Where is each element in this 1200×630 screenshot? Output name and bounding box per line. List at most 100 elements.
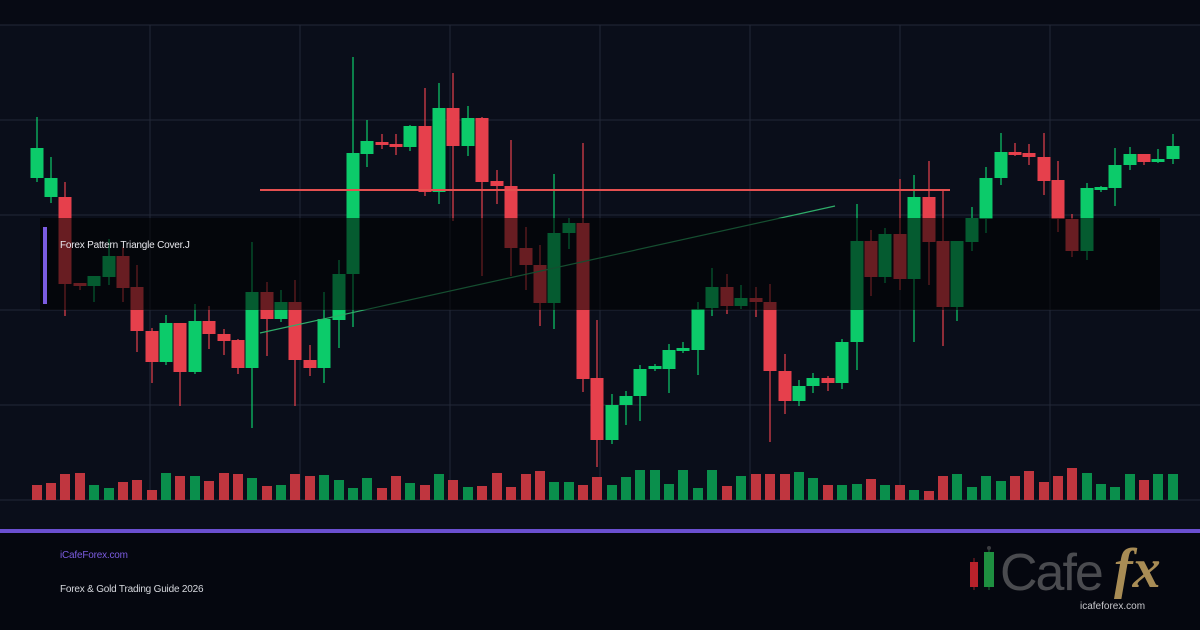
- bull-candle: [662, 350, 676, 369]
- volume-bar: [909, 490, 919, 500]
- volume-bar: [233, 474, 243, 500]
- overlay-band-rect: [40, 218, 1160, 310]
- volume-bar: [190, 476, 200, 500]
- volume-bar: [1168, 474, 1178, 500]
- volume-bar: [118, 482, 128, 500]
- volume-bar: [247, 478, 257, 500]
- footer: [0, 533, 1200, 630]
- volume-bar: [938, 476, 948, 500]
- volume-bar: [780, 474, 790, 500]
- volume-bar: [678, 470, 688, 500]
- bear-candle: [375, 142, 389, 145]
- volume-bar: [650, 470, 660, 500]
- volume-bar: [362, 478, 372, 500]
- bull-candle: [835, 342, 849, 383]
- brand-logo[interactable]: Cafe fx icafeforex.com: [966, 539, 1176, 618]
- footer-divider: [0, 529, 1200, 533]
- bear-candle: [821, 378, 835, 383]
- bull-candle: [648, 366, 662, 369]
- candlestick-chart: [0, 24, 1200, 501]
- bull-candle: [1108, 165, 1122, 188]
- volume-bar: [1024, 471, 1034, 500]
- volume-bar: [736, 476, 746, 500]
- bull-candle: [461, 118, 475, 146]
- volume-bar: [880, 485, 890, 500]
- volume-bar: [722, 486, 732, 500]
- bull-candle: [245, 292, 259, 368]
- volume-bar: [1110, 487, 1120, 500]
- volume-bar: [664, 484, 674, 500]
- volume-bar: [707, 470, 717, 500]
- volume-bar: [635, 470, 645, 500]
- volume-bar: [578, 485, 588, 500]
- volume-bar: [924, 491, 934, 500]
- bull-candle: [432, 108, 446, 192]
- volume-bar: [276, 485, 286, 500]
- volume-bar: [1039, 482, 1049, 500]
- site-link[interactable]: iCafeForex.com: [60, 550, 128, 561]
- volume-bar: [32, 485, 42, 500]
- volume-bar: [751, 474, 761, 500]
- volume-bar: [204, 481, 214, 500]
- bull-candle: [1151, 159, 1165, 162]
- volume-bar: [147, 490, 157, 500]
- bear-candle: [778, 371, 792, 401]
- volume-bar: [506, 487, 516, 500]
- volume-bar: [492, 473, 502, 500]
- bull-candle: [188, 321, 202, 372]
- bear-candle: [446, 108, 460, 146]
- volume-bar: [1139, 480, 1149, 500]
- bull-candle: [605, 405, 619, 440]
- volume-bar: [1053, 476, 1063, 500]
- volume-bar: [521, 474, 531, 500]
- bull-candle: [619, 396, 633, 405]
- bull-candle: [994, 152, 1008, 178]
- overlay-accent-bar: [43, 227, 47, 304]
- volume-bar: [981, 476, 991, 500]
- bear-candle: [217, 334, 231, 341]
- bull-candle: [1123, 154, 1137, 165]
- bull-candle: [1094, 187, 1108, 190]
- bear-candle: [173, 323, 187, 372]
- bull-candle: [676, 348, 690, 351]
- volume-bar: [262, 486, 272, 500]
- volume-bar: [377, 488, 387, 500]
- bear-candle: [418, 126, 432, 192]
- volume-bar: [1125, 474, 1135, 500]
- volume-bar: [175, 476, 185, 500]
- volume-bar: [952, 474, 962, 500]
- volume-bar: [794, 472, 804, 500]
- bull-candle: [317, 319, 331, 368]
- volume-bar: [996, 481, 1006, 500]
- volume-bar: [1010, 476, 1020, 500]
- volume-bar: [549, 482, 559, 500]
- bull-candle: [30, 148, 44, 178]
- volume-bar: [477, 486, 487, 500]
- bull-candle: [44, 178, 58, 197]
- logo-url: icafeforex.com: [1080, 601, 1146, 612]
- bear-candle: [590, 378, 604, 440]
- volume-bar: [161, 473, 171, 500]
- bear-candle: [1051, 180, 1065, 219]
- volume-bar: [60, 474, 70, 500]
- volume-bar: [405, 483, 415, 500]
- volume-bar: [592, 477, 602, 500]
- volume-bar: [104, 488, 114, 500]
- volume-bar: [621, 477, 631, 500]
- bear-candle: [1137, 154, 1151, 162]
- volume-bar: [1067, 468, 1077, 500]
- bull-candle: [360, 141, 374, 154]
- logo-fx: fx: [1114, 538, 1161, 600]
- bull-candle: [792, 386, 806, 401]
- volume-bar: [290, 474, 300, 500]
- bear-candle: [1008, 152, 1022, 155]
- bear-candle: [1037, 157, 1051, 181]
- volume-bar: [693, 488, 703, 500]
- bull-candle: [633, 369, 647, 396]
- bull-candle: [403, 126, 417, 147]
- volume-bars: [32, 468, 1178, 500]
- footer-subtitle: Forex & Gold Trading Guide 2026: [60, 584, 204, 595]
- volume-bar: [837, 485, 847, 500]
- volume-bar: [564, 482, 574, 500]
- bear-candle: [303, 360, 317, 368]
